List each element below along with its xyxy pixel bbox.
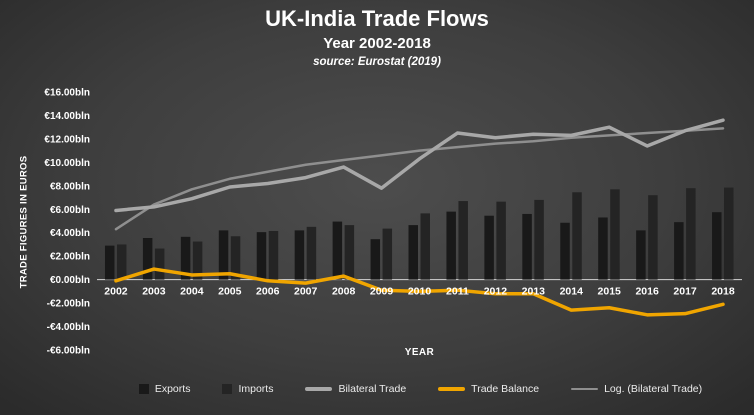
x-axis-title: YEAR	[404, 347, 435, 358]
exports-swatch-icon	[138, 384, 149, 394]
bar-imports	[610, 189, 620, 280]
y-tick-label: €2.00bln	[50, 252, 90, 263]
year-label: 2012	[484, 286, 508, 298]
year-label: 2013	[522, 286, 546, 298]
bar-exports	[370, 239, 381, 280]
bar-imports	[382, 228, 393, 280]
bar-exports	[294, 230, 305, 280]
legend-item-imports: Imports	[222, 383, 273, 395]
year-label: 2010	[408, 286, 432, 298]
y-tick-label: €8.00bln	[50, 181, 90, 192]
year-label: 2003	[142, 286, 166, 298]
bar-imports	[496, 201, 506, 280]
y-tick-label: €12.00bln	[44, 134, 90, 145]
bar-imports	[306, 226, 317, 280]
chart-source: source: Eurostat (2019)	[313, 56, 441, 69]
legend-label-trade-balance: Trade Balance	[471, 383, 540, 395]
y-tick-label: -€4.00bln	[47, 322, 90, 333]
chart-subtitle: Year 2002-2018	[323, 35, 431, 53]
bar-imports	[724, 187, 734, 280]
year-label: 2004	[180, 286, 204, 298]
bilateral-trade-line	[114, 118, 725, 213]
year-label: 2008	[332, 286, 356, 298]
bar-exports	[256, 232, 267, 280]
bar-exports	[636, 230, 646, 280]
bilateral-trade-line-swatch-icon	[305, 387, 333, 391]
imports-swatch-icon	[222, 384, 233, 394]
bar-exports	[408, 225, 418, 280]
bar-imports	[648, 195, 658, 280]
bar-exports	[332, 221, 343, 280]
trade-balance-line	[114, 267, 725, 317]
bar-imports	[268, 230, 279, 280]
y-tick-label: €6.00bln	[50, 205, 90, 216]
bar-imports	[116, 244, 127, 280]
bar-imports	[420, 213, 430, 280]
legend-item-bilateral-trade: Bilateral Trade	[305, 383, 406, 395]
bar-imports	[192, 241, 203, 280]
y-tick-label: €10.00bln	[44, 158, 90, 169]
legend-label-bilateral-trade: Bilateral Trade	[338, 383, 407, 395]
year-label: 2018	[711, 286, 735, 298]
y-tick-label: -€2.00bln	[47, 299, 90, 310]
bar-exports	[180, 236, 191, 280]
year-label: 2002	[104, 286, 128, 298]
year-label: 2011	[446, 286, 469, 298]
trade-balance-line-swatch-icon	[438, 387, 466, 391]
legend-item-trade-balance: Trade Balance	[438, 383, 539, 395]
year-label: 2014	[560, 286, 584, 298]
year-label: 2015	[598, 286, 622, 298]
bar-exports	[598, 217, 608, 280]
bar-exports	[104, 245, 115, 280]
y-tick-label: -€6.00bln	[47, 346, 90, 357]
y-tick-label: €4.00bln	[50, 228, 90, 239]
legend-label-imports: Imports	[238, 383, 274, 395]
log-trendline	[114, 127, 725, 231]
year-label: 2009	[370, 286, 394, 298]
bar-imports	[534, 199, 544, 280]
year-label: 2006	[256, 286, 280, 298]
legend-item-log-bilateral-trade: Log. (Bilateral Trade)	[571, 383, 702, 395]
chart-title: UK-India Trade Flows	[265, 6, 489, 31]
bar-imports	[458, 201, 468, 280]
bar-exports	[674, 222, 684, 280]
bar-exports	[484, 215, 494, 280]
bar-imports	[344, 225, 355, 280]
bar-exports	[142, 238, 153, 280]
bar-exports	[446, 211, 456, 280]
legend-item-exports: Exports	[138, 383, 191, 395]
legend: Exports Imports Bilateral Trade Trade Ba…	[95, 383, 746, 395]
legend-label-exports: Exports	[154, 383, 191, 395]
y-tick-label: €0.00bln	[50, 275, 90, 286]
bar-imports	[686, 188, 696, 280]
year-label: 2007	[294, 286, 318, 298]
bar-exports	[712, 212, 722, 280]
bar-imports	[154, 248, 165, 280]
chart-header: UK-India Trade Flows Year 2002-2018 sour…	[0, 6, 754, 69]
year-label: 2016	[635, 286, 659, 298]
bar-exports	[522, 213, 532, 280]
legend-label-log-bilateral-trade: Log. (Bilateral Trade)	[604, 383, 703, 395]
year-label: 2005	[218, 286, 242, 298]
bar-imports	[572, 192, 582, 280]
bar-exports	[560, 222, 570, 280]
log-trendline-swatch-icon	[571, 388, 599, 390]
y-tick-label: €14.00bln	[44, 111, 90, 122]
y-tick-label: €16.00bln	[44, 88, 90, 99]
bar-imports	[230, 236, 241, 280]
year-label: 2017	[673, 286, 697, 298]
bar-exports	[218, 230, 229, 280]
